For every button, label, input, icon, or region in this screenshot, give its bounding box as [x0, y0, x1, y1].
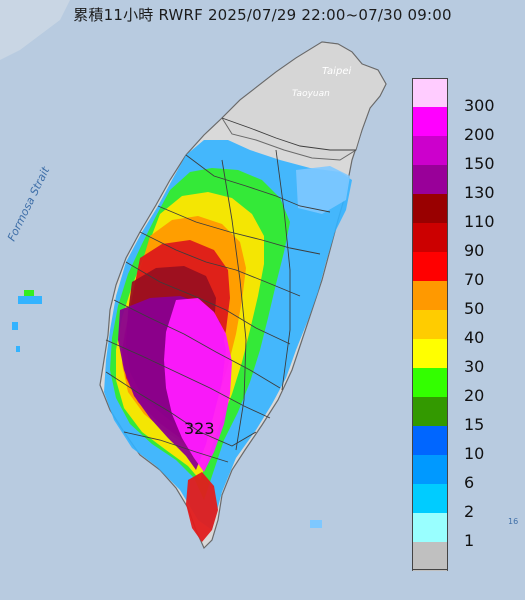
- rain-zone-magenta: [164, 298, 232, 472]
- map-title: 累積11小時 RWRF 2025/07/29 22:00~07/30 09:00: [73, 6, 452, 24]
- legend-label: 150: [464, 154, 495, 173]
- legend-swatch: [412, 310, 448, 339]
- legend-label: 2: [464, 502, 475, 521]
- legend-frame: [412, 78, 448, 570]
- legend-label: 110: [464, 212, 495, 231]
- label-edge-marker: 16: [508, 517, 518, 526]
- label-taipei: Taipei: [322, 66, 351, 77]
- legend-swatch: [412, 136, 448, 165]
- legend-label: 40: [464, 328, 485, 347]
- legend-label: 30: [464, 357, 485, 376]
- legend-label: 70: [464, 270, 485, 289]
- legend-label: 130: [464, 183, 495, 202]
- mainland-coast: [0, 0, 70, 60]
- legend-label: 1: [464, 531, 475, 550]
- legend-label: 20: [464, 386, 485, 405]
- rain-zone-south-tip: [186, 472, 218, 542]
- legend-label: 300: [464, 96, 495, 115]
- legend-swatch: [412, 339, 448, 368]
- legend-label: 15: [464, 415, 485, 434]
- legend-label: 50: [464, 299, 485, 318]
- offshore-islands: [12, 290, 322, 528]
- legend-swatch: [412, 397, 448, 426]
- rainfall-legend: 300 200 150 130 110 90 70 50 40 30 20 15 10 6 2 1: [412, 78, 510, 572]
- legend-label: 6: [464, 473, 475, 492]
- rain-zone-east-patch: [296, 166, 350, 214]
- legend-swatch: [412, 368, 448, 397]
- county-boundaries: [105, 117, 356, 463]
- legend-swatch: [412, 252, 448, 281]
- legend-swatch: [412, 484, 448, 513]
- legend-label: 200: [464, 125, 495, 144]
- legend-label: 90: [464, 241, 485, 260]
- legend-label: 10: [464, 444, 485, 463]
- label-taoyuan: Taoyuan: [292, 89, 330, 99]
- north-dry-region: [221, 41, 387, 161]
- label-max-rainfall: 323: [184, 419, 215, 438]
